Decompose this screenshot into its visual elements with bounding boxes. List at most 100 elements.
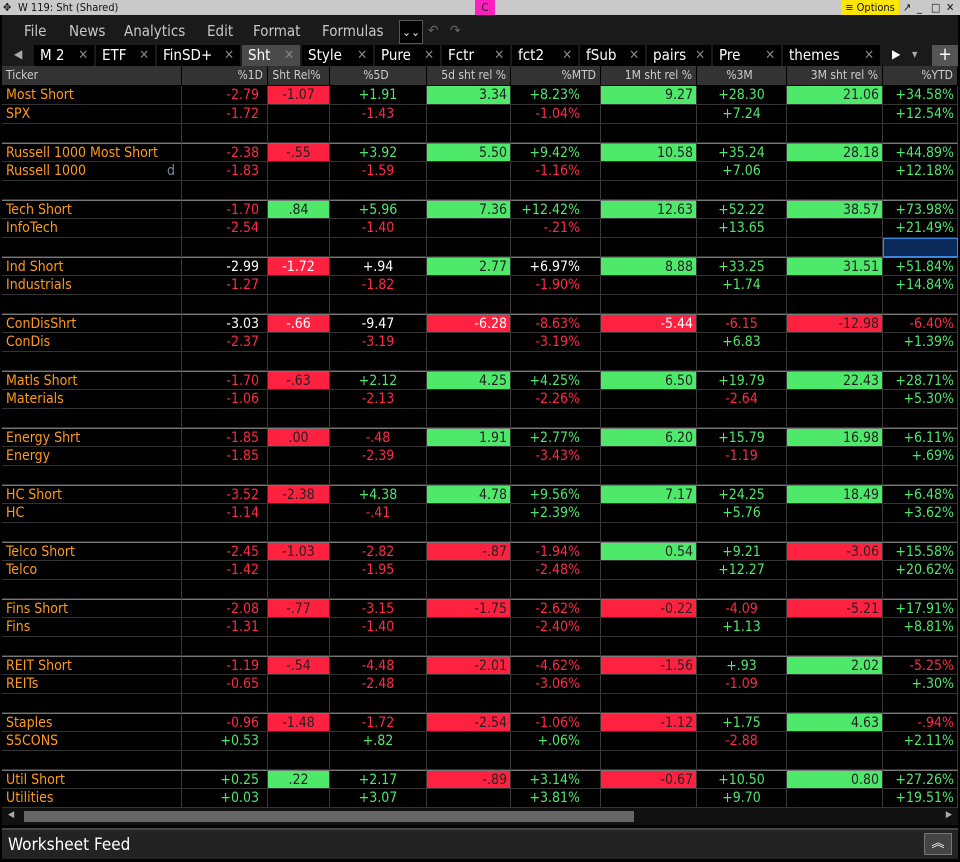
value-cell[interactable]: 2.02 [787, 656, 883, 675]
value-cell[interactable]: -2.01 [427, 656, 511, 675]
value-cell[interactable]: +6.48% [883, 485, 958, 504]
value-cell[interactable]: 12.63 [601, 200, 697, 219]
value-cell[interactable]: -3.52 [182, 485, 268, 504]
value-cell[interactable] [268, 504, 330, 523]
tab-scroll-left-icon[interactable]: ◀ [14, 47, 23, 61]
value-cell[interactable] [601, 124, 697, 143]
ticker-cell[interactable]: REIT Short [2, 656, 182, 675]
ticker-cell[interactable]: Util Short [2, 770, 182, 789]
value-cell[interactable]: -2.38 [268, 485, 330, 504]
value-cell[interactable]: -2.54 [427, 713, 511, 732]
value-cell[interactable] [787, 523, 883, 542]
ticker-cell[interactable]: SPX [2, 105, 182, 124]
value-cell[interactable] [427, 789, 511, 808]
ticker-cell[interactable] [2, 295, 182, 314]
value-cell[interactable] [268, 352, 330, 371]
value-cell[interactable]: +.82 [330, 732, 427, 751]
value-cell[interactable] [883, 238, 958, 257]
value-cell[interactable]: .22 [268, 770, 330, 789]
value-cell[interactable] [268, 580, 330, 599]
value-cell[interactable]: -1.19 [182, 656, 268, 675]
value-cell[interactable] [268, 637, 330, 656]
value-cell[interactable] [601, 789, 697, 808]
tab-finsd[interactable]: FinSD+ ✕ [157, 45, 240, 66]
value-cell[interactable] [511, 751, 601, 770]
value-cell[interactable]: +20.62% [883, 561, 958, 580]
color-tag[interactable]: C [475, 0, 495, 15]
value-cell[interactable]: 5.50 [427, 143, 511, 162]
value-cell[interactable] [511, 637, 601, 656]
close-tab-icon[interactable]: ✕ [284, 48, 294, 63]
value-cell[interactable]: 8.88 [601, 257, 697, 276]
value-cell[interactable] [601, 219, 697, 238]
value-cell[interactable] [511, 295, 601, 314]
minimize-icon[interactable]: _ [917, 1, 922, 14]
value-cell[interactable]: 22.43 [787, 371, 883, 390]
value-cell[interactable]: 38.57 [787, 200, 883, 219]
value-cell[interactable]: +15.58% [883, 542, 958, 561]
value-cell[interactable]: -2.88 [697, 732, 787, 751]
ticker-cell[interactable]: Most Short [2, 86, 182, 105]
value-cell[interactable]: +9.56% [511, 485, 601, 504]
tab-list-icon[interactable]: ▾ [912, 47, 918, 61]
value-cell[interactable]: +1.75 [697, 713, 787, 732]
value-cell[interactable] [268, 789, 330, 808]
value-cell[interactable]: -2.48 [330, 675, 427, 694]
value-cell[interactable] [330, 751, 427, 770]
value-cell[interactable] [511, 124, 601, 143]
value-cell[interactable] [427, 295, 511, 314]
value-cell[interactable]: -2.48% [511, 561, 601, 580]
close-icon[interactable]: ✕ [946, 1, 955, 14]
value-cell[interactable]: +15.79 [697, 428, 787, 447]
value-cell[interactable] [427, 181, 511, 200]
ticker-cell[interactable] [2, 409, 182, 428]
value-cell[interactable] [330, 181, 427, 200]
value-cell[interactable] [268, 276, 330, 295]
value-cell[interactable]: -1.75 [427, 599, 511, 618]
value-cell[interactable]: +73.98% [883, 200, 958, 219]
value-cell[interactable] [427, 105, 511, 124]
value-cell[interactable]: +.06% [511, 732, 601, 751]
value-cell[interactable] [697, 352, 787, 371]
ticker-cell[interactable] [2, 523, 182, 542]
value-cell[interactable]: -1.12 [601, 713, 697, 732]
value-cell[interactable] [883, 694, 958, 713]
value-cell[interactable]: -2.39 [330, 447, 427, 466]
value-cell[interactable]: -9.47 [330, 314, 427, 333]
value-cell[interactable] [787, 789, 883, 808]
value-cell[interactable] [697, 523, 787, 542]
value-cell[interactable]: -2.40% [511, 618, 601, 637]
value-cell[interactable]: -1.06 [182, 390, 268, 409]
value-cell[interactable] [601, 504, 697, 523]
value-cell[interactable]: -2.79 [182, 86, 268, 105]
value-cell[interactable] [268, 162, 330, 181]
value-cell[interactable]: +1.39% [883, 333, 958, 352]
value-cell[interactable]: +8.23% [511, 86, 601, 105]
value-cell[interactable] [787, 352, 883, 371]
scroll-right-icon[interactable]: ▶ [945, 810, 952, 820]
add-tab-button[interactable]: + [932, 45, 958, 66]
value-cell[interactable]: -8.63% [511, 314, 601, 333]
value-cell[interactable]: +6.83 [697, 333, 787, 352]
value-cell[interactable]: +3.14% [511, 770, 601, 789]
value-cell[interactable] [787, 694, 883, 713]
ticker-cell[interactable] [2, 751, 182, 770]
value-cell[interactable] [697, 181, 787, 200]
value-cell[interactable]: -2.82 [330, 542, 427, 561]
value-cell[interactable] [182, 124, 268, 143]
value-cell[interactable] [511, 580, 601, 599]
ticker-cell[interactable]: Matls Short [2, 371, 182, 390]
value-cell[interactable] [427, 561, 511, 580]
value-cell[interactable]: -1.70 [182, 371, 268, 390]
value-cell[interactable] [330, 637, 427, 656]
value-cell[interactable]: 21.06 [787, 86, 883, 105]
value-cell[interactable] [787, 751, 883, 770]
value-cell[interactable]: 28.18 [787, 143, 883, 162]
column-header-1m-sht-rel-[interactable]: 1M sht rel % [601, 66, 697, 85]
value-cell[interactable] [883, 352, 958, 371]
value-cell[interactable] [883, 637, 958, 656]
value-cell[interactable] [330, 580, 427, 599]
value-cell[interactable]: -4.09 [697, 599, 787, 618]
value-cell[interactable]: -3.03 [182, 314, 268, 333]
value-cell[interactable]: -0.22 [601, 599, 697, 618]
